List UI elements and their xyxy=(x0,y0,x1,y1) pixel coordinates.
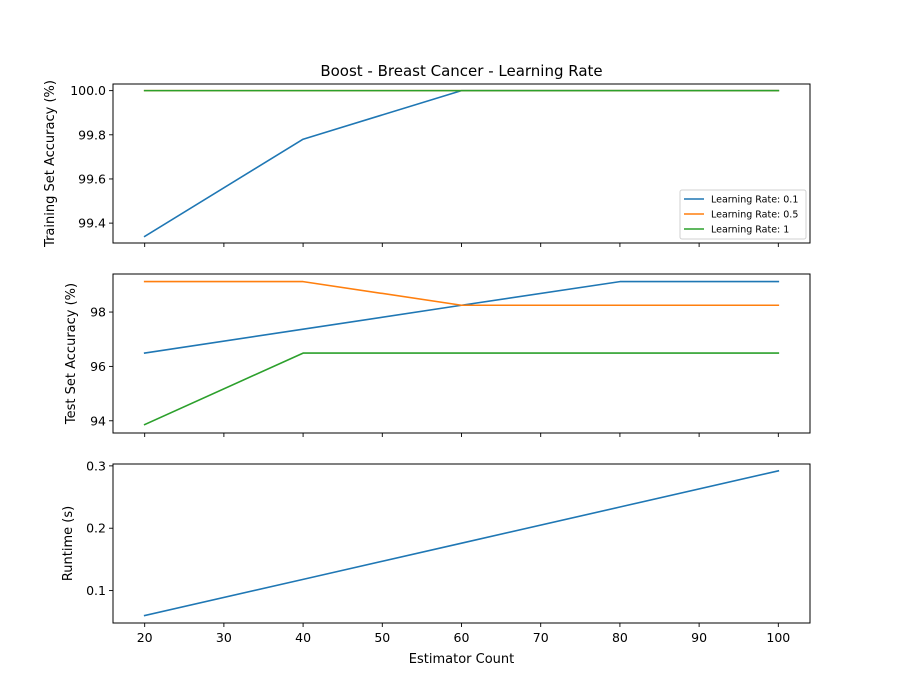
series-line-runtime-0 xyxy=(143,469,780,617)
y-tick-label-training: 99.8 xyxy=(78,127,106,142)
x-tick-label: 30 xyxy=(216,630,232,645)
y-axis-title-runtime: Runtime (s) xyxy=(61,506,76,581)
x-tick-label: 90 xyxy=(691,630,707,645)
x-axis-title: Estimator Count xyxy=(409,652,514,667)
y-tick-label-runtime: 0.2 xyxy=(86,521,106,536)
y-tick-label-runtime: 0.3 xyxy=(86,458,106,473)
plot-layer: 99.4 99.6 99.8 100.0 Training Set Accuracy (… xyxy=(43,80,811,645)
panel-runtime: 0.1 0.2 0.3 20 30 40 50 60 70 80 90 100 Runtime (s) xyxy=(61,458,811,645)
x-tick-label: 20 xyxy=(137,630,153,645)
y-tick-label-runtime: 0.1 xyxy=(86,583,106,598)
legend-label: Learning Rate: 1 xyxy=(711,225,789,236)
y-axis-title-training: Training Set Accuracy (%) xyxy=(43,80,58,248)
series-line-test-2 xyxy=(143,352,780,426)
x-tick-label: 50 xyxy=(374,630,390,645)
y-tick-label-test: 96 xyxy=(90,359,106,374)
x-tick-label: 40 xyxy=(295,630,311,645)
legend-label: Learning Rate: 0.5 xyxy=(711,210,798,221)
series-line-test-1 xyxy=(143,280,780,307)
y-tick-label-test: 98 xyxy=(90,305,106,320)
y-tick-label-training: 99.6 xyxy=(78,171,106,186)
y-tick-label-test: 94 xyxy=(90,413,106,428)
panel-test: 94 96 98 Test Set Accuracy (%) xyxy=(64,273,811,437)
y-tick-label-training: 99.4 xyxy=(78,216,106,231)
legend: Learning Rate: 0.1 Learning Rate: 0.5 Lear… xyxy=(679,189,807,240)
legend-label: Learning Rate: 0.1 xyxy=(711,195,798,206)
x-tick-label: 100 xyxy=(766,630,790,645)
legend-box xyxy=(679,189,807,240)
x-tick-label: 70 xyxy=(533,630,549,645)
y-tick-label-training: 100.0 xyxy=(70,83,106,98)
y-axis-title-test: Test Set Accuracy (%) xyxy=(64,283,79,425)
chart-title: Boost - Breast Cancer - Learning Rate xyxy=(320,62,602,80)
x-tick-label: 80 xyxy=(612,630,628,645)
panel-training: 99.4 99.6 99.8 100.0 Training Set Accuracy (… xyxy=(43,80,811,248)
x-tick-label: 60 xyxy=(454,630,470,645)
